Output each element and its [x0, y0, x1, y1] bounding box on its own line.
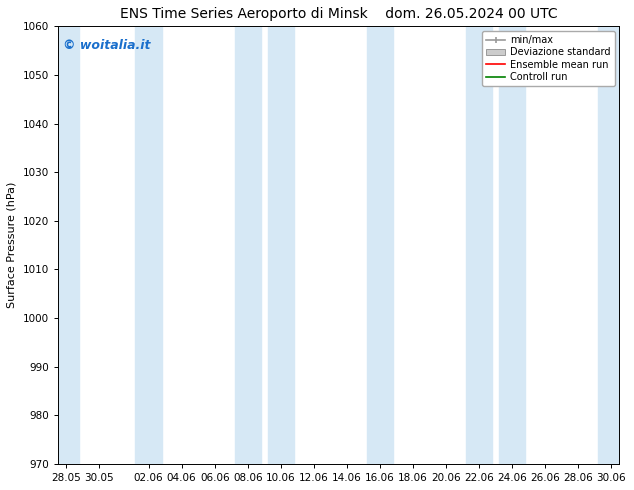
Bar [598, 26, 624, 464]
Y-axis label: Surface Pressure (hPa): Surface Pressure (hPa) [7, 182, 17, 308]
Title: ENS Time Series Aeroporto di Minsk    dom. 26.05.2024 00 UTC: ENS Time Series Aeroporto di Minsk dom. … [120, 7, 557, 21]
Legend: min/max, Deviazione standard, Ensemble mean run, Controll run: min/max, Deviazione standard, Ensemble m… [482, 31, 614, 86]
Bar [235, 26, 261, 464]
Bar [136, 26, 162, 464]
Bar [268, 26, 294, 464]
Bar [53, 26, 79, 464]
Text: © woitalia.it: © woitalia.it [63, 39, 151, 52]
Bar [366, 26, 393, 464]
Bar [499, 26, 526, 464]
Bar [466, 26, 492, 464]
